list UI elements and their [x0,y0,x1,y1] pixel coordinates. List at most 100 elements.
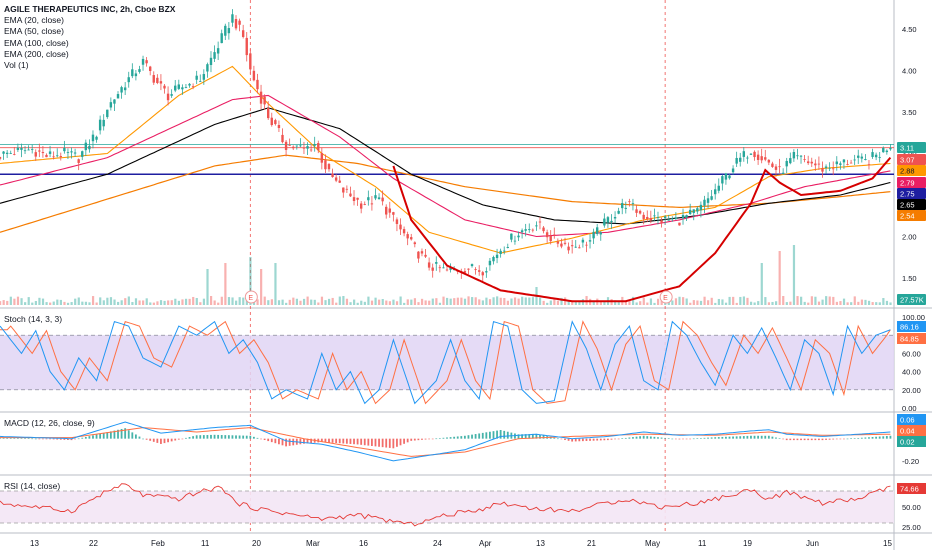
candle-body [828,167,831,169]
candle-body [517,235,520,238]
macd-histogram-bar [703,437,706,439]
volume-bar [406,299,409,305]
candle-body [610,220,613,223]
volume-bar [99,297,102,305]
macd-histogram-bar [446,437,448,439]
volume-bar [353,299,356,305]
macd-histogram-bar [345,438,348,444]
price-badge [897,165,926,176]
rsi-tick-label: 25.00 [902,523,921,532]
volume-bar [646,302,649,305]
volume-bar [124,298,127,305]
legend-ema50[interactable]: EMA (50, close) [4,26,64,37]
volume-bar [710,297,713,305]
macd-histogram-bar [478,433,481,439]
volume-bar [556,300,560,305]
candle-body [621,203,624,209]
time-tick-label: 11 [201,539,210,548]
candle-body [63,147,66,152]
legend-ema20[interactable]: EMA (20, close) [4,15,64,26]
candle-body [313,144,316,146]
macd-histogram-bar [106,432,109,439]
macd-histogram-bar [156,438,159,443]
price-badge [897,188,926,199]
volume-bar [842,298,846,305]
candle-body [671,218,674,220]
macd-histogram-bar [34,438,37,440]
candle-body [252,70,256,81]
volume-bar [707,300,710,305]
volume-bar [496,296,499,305]
candle-body [646,216,649,220]
volume-bar [274,263,277,305]
candle-body [585,244,588,246]
candle-body [267,108,270,119]
macd-histogram-bar [278,438,280,445]
macd-histogram-bar [728,436,731,439]
macd-title[interactable]: MACD (12, 26, close, 9) [4,418,95,428]
time-tick-label: 24 [433,539,442,548]
volume-bar [624,300,627,305]
price-badge [897,210,926,221]
candle-body [177,84,180,89]
legend-volume[interactable]: Vol (1) [4,60,29,71]
stoch-title[interactable]: Stoch (14, 3, 3) [4,314,63,324]
volume-bar [360,300,363,305]
rsi-title[interactable]: RSI (14, close) [4,481,61,491]
volume-bar [639,301,642,305]
volume-bar [388,301,391,305]
macd-histogram-bar [328,438,330,443]
candle-body [299,145,302,147]
candle-body [667,219,670,221]
macd-histogram-bar [542,435,545,439]
candle-body [724,173,728,180]
candle-body [431,267,434,271]
macd-histogram-bar [56,438,59,440]
volume-bar [499,297,502,305]
candle-body [206,64,209,72]
macd-histogram-bar [839,438,842,440]
candle-body [302,147,306,149]
candle-body [184,87,188,88]
candle-body [249,53,252,70]
volume-bar [77,297,80,305]
candle-body [166,93,170,101]
candle-body [785,160,788,167]
legend-ema100[interactable]: EMA (100, close) [4,37,69,48]
candle-body [116,94,120,99]
macd-histogram-bar [16,437,19,439]
macd-histogram-bar [878,436,881,439]
candle-body [263,96,266,105]
volume-bar [6,300,9,305]
volume-bar [138,300,141,305]
volume-bar [571,300,574,305]
candle-body [714,189,717,195]
macd-histogram-bar [460,436,463,439]
volume-bar [867,300,871,305]
macd-histogram-bar [360,438,363,445]
macd-histogram-bar [818,438,820,441]
candle-body [413,242,417,245]
macd-histogram-bar [145,438,148,440]
macd-histogram-bar [52,438,55,440]
candle-body [424,254,427,257]
ema50-line [0,94,891,238]
candle-body [81,151,84,157]
stoch-d-line [0,320,891,405]
macd-histogram-bar [481,432,484,439]
candle-body [531,229,535,231]
macd-histogram-bar [181,438,184,440]
candle-body [259,91,263,104]
candle-body [506,247,509,248]
macd-histogram-bar [875,436,878,439]
candle-body [342,187,345,193]
macd-histogram-bar [807,438,810,441]
legend-ema200[interactable]: EMA (200, close) [4,48,69,59]
macd-histogram-bar [92,435,94,439]
volume-bar [95,302,98,305]
volume-bar [671,300,674,305]
candle-body [91,134,95,142]
candle-body [402,229,406,234]
candle-body [796,155,799,157]
